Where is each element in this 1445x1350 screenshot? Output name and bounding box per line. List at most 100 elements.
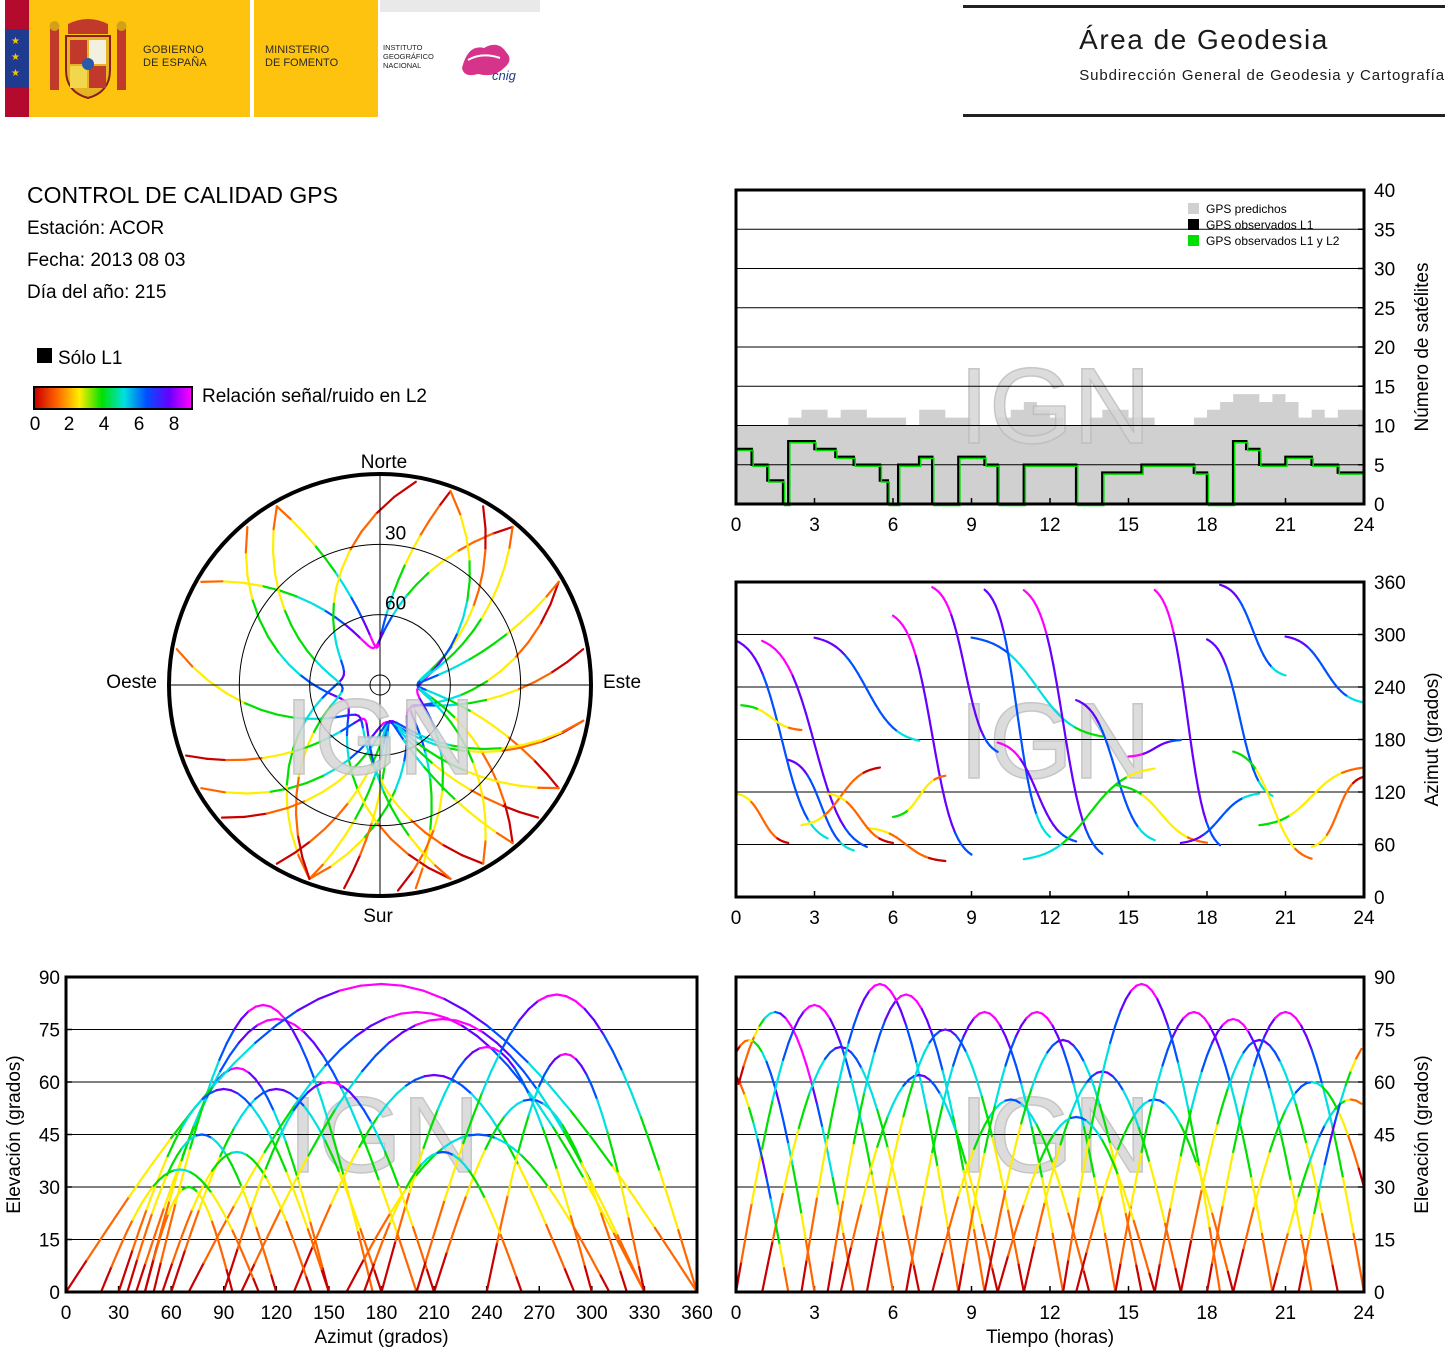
azimuth-track xyxy=(761,639,868,848)
azimuth-track xyxy=(970,636,1104,738)
y-tick-label: 0 xyxy=(1374,495,1385,516)
sky-track xyxy=(175,648,360,720)
elevation-arc xyxy=(235,1150,313,1294)
elevation-arc xyxy=(99,1168,182,1294)
elevation-pass xyxy=(904,1010,986,1294)
elevation-pass xyxy=(1075,1115,1156,1294)
elevation-pass xyxy=(1271,1135,1321,1294)
skyplot xyxy=(167,472,593,898)
azimuth-track xyxy=(1075,699,1156,842)
y-axis-label: Elevación (grados) xyxy=(1412,1055,1433,1213)
elevation-pass xyxy=(734,1038,777,1090)
elevation-arc xyxy=(345,1133,480,1294)
y-tick-label: 5 xyxy=(1374,456,1385,477)
azimuth_vs_time-frame xyxy=(735,581,1365,898)
x-tick-label: 0 xyxy=(731,1303,742,1324)
y-tick-label: 30 xyxy=(39,1178,60,1199)
y-axis-label: Número de satélites xyxy=(1412,263,1433,432)
y-tick-label: 15 xyxy=(39,1231,60,1252)
elevation-arc xyxy=(441,1150,523,1294)
x-tick-label: 3 xyxy=(809,515,820,536)
elevation-arc xyxy=(222,1087,331,1294)
elevation-ring-label: 30 xyxy=(385,523,406,544)
cnig-logo-icon: cnig xyxy=(462,44,517,83)
elevation-pass xyxy=(1061,982,1143,1294)
azimuth-track xyxy=(1310,775,1366,848)
west-label: Oeste xyxy=(106,672,157,693)
ign-watermark: IGN xyxy=(284,676,476,797)
elevation-pass xyxy=(1297,1140,1332,1294)
elevation-pass xyxy=(813,1003,895,1294)
elevation-arc xyxy=(529,1098,628,1294)
azimuth-track xyxy=(1022,589,1104,855)
ign-watermark: IGN xyxy=(959,345,1151,466)
azimuth-track xyxy=(1127,738,1182,758)
l1-only-label: Sólo L1 xyxy=(58,348,123,369)
x-tick-label: 330 xyxy=(629,1303,661,1324)
y-tick-label: 45 xyxy=(39,1126,60,1147)
y-tick-label: 30 xyxy=(1374,1178,1395,1199)
y-tick-label: 180 xyxy=(1374,731,1406,752)
elevation-arc xyxy=(362,1150,444,1294)
x-tick-label: 21 xyxy=(1275,1303,1296,1324)
elevation-pass xyxy=(944,1028,1025,1294)
elevation-pass xyxy=(1328,1047,1363,1143)
azimuth-track xyxy=(1022,767,1156,861)
elevation-pass xyxy=(931,1098,1012,1294)
x-tick-label: 9 xyxy=(966,908,977,929)
elevation-pass xyxy=(1022,1070,1104,1294)
elevation-arc xyxy=(380,982,699,1294)
elevation-pass xyxy=(1035,1010,1117,1294)
elevation-time-border xyxy=(734,975,1366,1294)
elevation-arc xyxy=(476,1133,611,1294)
elevation-pass xyxy=(865,1028,947,1294)
azimuth-track xyxy=(787,758,855,852)
elevation-pass xyxy=(1232,1017,1313,1294)
south-label: Sur xyxy=(363,906,393,927)
elevation-pass xyxy=(1101,1070,1182,1294)
legend-swatch xyxy=(1188,219,1199,230)
x-tick-label: 30 xyxy=(108,1303,129,1324)
y-tick-label: 20 xyxy=(1374,338,1395,359)
elevation-arc xyxy=(152,1003,265,1294)
x-tick-label: 12 xyxy=(1039,1303,1060,1324)
cnig-label: cnig xyxy=(492,68,517,83)
sky-track xyxy=(275,505,378,649)
x-tick-label: 150 xyxy=(313,1303,345,1324)
azimuth-track xyxy=(891,614,973,856)
coat-of-arms-icon xyxy=(49,19,127,100)
y-tick-label: 360 xyxy=(1374,573,1406,594)
ign-watermark: IGN xyxy=(959,680,1151,801)
elevation-pass xyxy=(795,1035,855,1294)
x-tick-label: 270 xyxy=(523,1303,555,1324)
y-tick-label: 15 xyxy=(1374,377,1395,398)
header-rule-bottom xyxy=(963,114,1445,117)
snr-tick: 6 xyxy=(133,414,145,435)
elevation-arc xyxy=(292,1073,436,1294)
elevation-pass xyxy=(1140,982,1222,1294)
date-label: Fecha: 2013 08 03 xyxy=(27,250,186,271)
x-tick-label: 90 xyxy=(213,1303,234,1324)
y-tick-label: 40 xyxy=(1374,181,1395,202)
elevation-time-tracks xyxy=(734,982,1366,1294)
x-tick-label: 0 xyxy=(61,1303,72,1324)
x-tick-label: 18 xyxy=(1196,1303,1217,1324)
elevation-arc xyxy=(222,1080,331,1294)
page-title: Área de Geodesia xyxy=(1079,24,1329,55)
elevation-arc xyxy=(380,1045,488,1294)
x-tick-label: 12 xyxy=(1039,908,1060,929)
x-tick-label: 21 xyxy=(1275,515,1296,536)
elevation-arc xyxy=(64,982,383,1294)
x-tick-label: 210 xyxy=(418,1303,450,1324)
x-tick-label: 9 xyxy=(966,1303,977,1324)
elevation-arc xyxy=(432,1098,532,1294)
legend-swatch xyxy=(1188,203,1199,214)
x-axis-label: Azimut (grados) xyxy=(314,1327,448,1348)
elevation-pass xyxy=(983,1038,1065,1294)
x-tick-label: 3 xyxy=(809,908,820,929)
legend-entry: GPS observados L1 y L2 xyxy=(1206,234,1340,248)
x-tick-label: 15 xyxy=(1118,908,1139,929)
elevation-pass xyxy=(734,1074,764,1160)
x-axis-label: Tiempo (horas) xyxy=(986,1327,1114,1348)
elevation-pass xyxy=(1205,1010,1287,1294)
